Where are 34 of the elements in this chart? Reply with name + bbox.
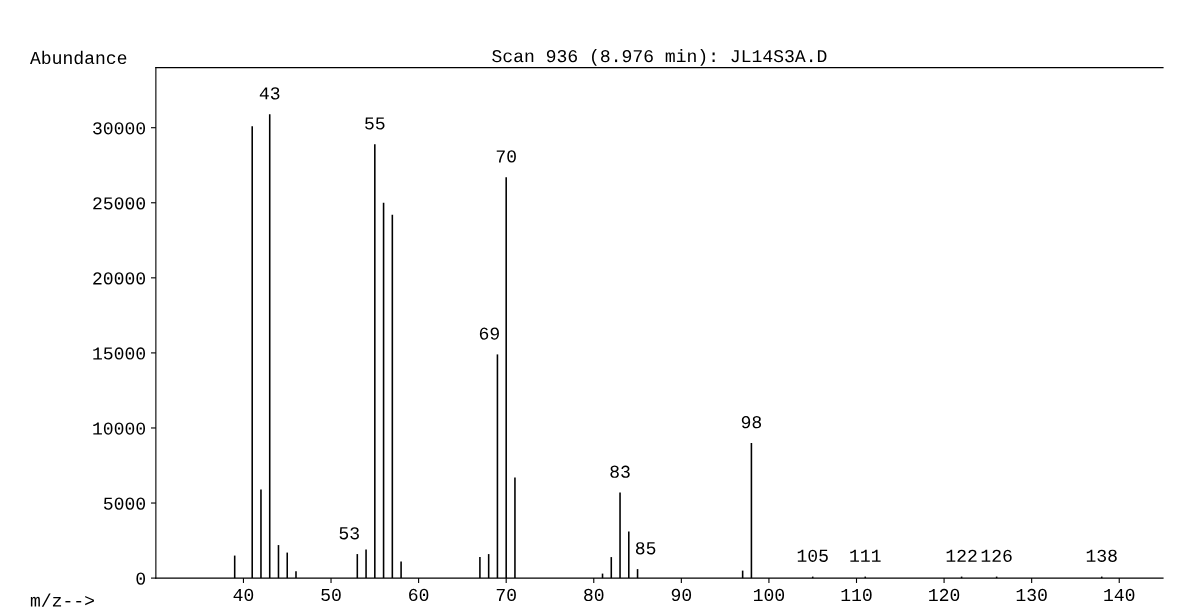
annotation: 53	[339, 527, 359, 540]
annotation: 55	[365, 117, 385, 130]
y-tick-label: 15000	[93, 347, 146, 360]
x-tick-label: 140	[1104, 588, 1135, 602]
x-tick-label: 130	[1016, 588, 1047, 602]
x-tick-label: 90	[671, 588, 692, 602]
x-tick-label: 110	[841, 588, 872, 602]
annotation: 122	[946, 549, 977, 562]
annotation: 69	[479, 327, 499, 340]
annotation: 70	[496, 150, 516, 163]
annotation: 43	[259, 87, 280, 100]
annotation: 83	[610, 465, 630, 478]
annotation: 138	[1086, 549, 1117, 562]
annotation: 85	[635, 542, 656, 555]
x-axis-title: m/z-->	[30, 593, 94, 607]
y-axis-title: Abundance	[29, 50, 127, 65]
annotation: 111	[850, 549, 881, 562]
annotation: 98	[741, 416, 762, 429]
x-tick-label: 60	[409, 588, 429, 602]
x-tick-label: 100	[753, 588, 785, 602]
y-tick-label: 20000	[93, 272, 146, 285]
y-tick-label: 30000	[93, 122, 146, 135]
y-tick-label: 10000	[93, 422, 146, 435]
y-tick-label: 0	[136, 572, 146, 585]
x-tick-label: 80	[584, 588, 604, 602]
y-tick-label: 25000	[93, 197, 146, 210]
chart-title: Scan 936 (8.976 min): JL14S3A.D	[492, 49, 827, 66]
x-tick-label: 40	[233, 588, 254, 602]
annotation: 126	[981, 549, 1012, 562]
x-tick-label: 70	[496, 588, 516, 602]
y-tick-label: 5000	[103, 497, 146, 510]
x-tick-label: 50	[321, 588, 341, 602]
annotation: 105	[797, 549, 828, 562]
x-tick-label: 120	[929, 588, 960, 602]
